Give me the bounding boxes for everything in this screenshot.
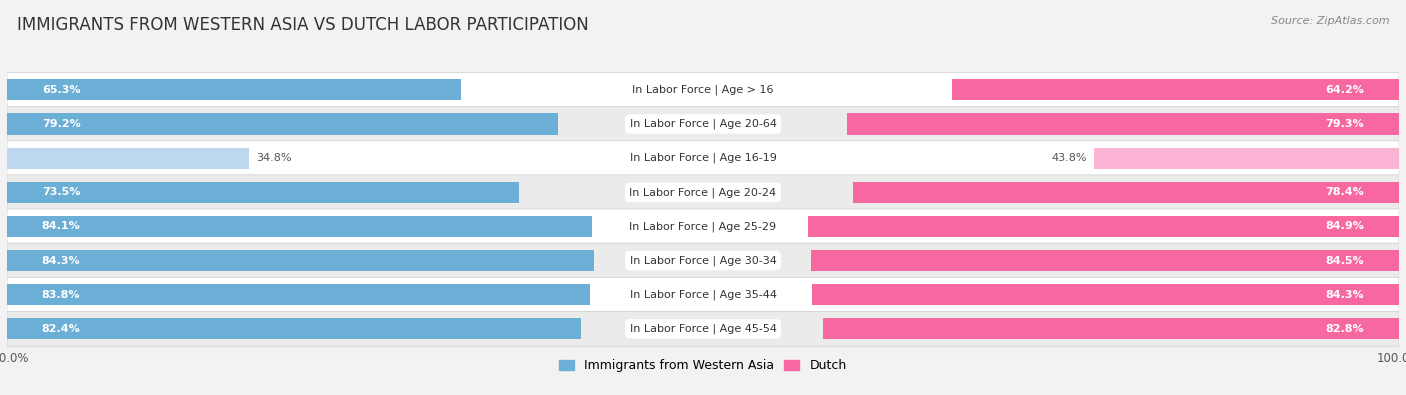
Bar (808, 216, 1399, 237)
Bar (7, 284, 591, 305)
Text: In Labor Force | Age 25-29: In Labor Force | Age 25-29 (630, 221, 776, 232)
Bar (7, 216, 592, 237)
Bar (1094, 148, 1399, 169)
Bar (813, 284, 1399, 305)
Text: 83.8%: 83.8% (42, 290, 80, 300)
Text: 79.2%: 79.2% (42, 119, 80, 129)
Text: Source: ZipAtlas.com: Source: ZipAtlas.com (1271, 16, 1389, 26)
Text: In Labor Force | Age 20-64: In Labor Force | Age 20-64 (630, 119, 776, 129)
Text: 84.1%: 84.1% (42, 222, 80, 231)
FancyBboxPatch shape (7, 141, 1399, 175)
Text: 84.5%: 84.5% (1326, 256, 1364, 265)
Bar (7, 113, 558, 135)
Bar (7, 79, 461, 100)
Text: 64.2%: 64.2% (1326, 85, 1364, 95)
Bar (952, 79, 1399, 100)
Bar (7, 318, 581, 339)
Text: 84.3%: 84.3% (42, 256, 80, 265)
Bar (853, 182, 1399, 203)
Text: 73.5%: 73.5% (42, 187, 80, 197)
FancyBboxPatch shape (7, 277, 1399, 312)
Text: In Labor Force | Age 20-24: In Labor Force | Age 20-24 (630, 187, 776, 198)
Text: 79.3%: 79.3% (1326, 119, 1364, 129)
Bar (7, 182, 519, 203)
Text: 84.3%: 84.3% (1326, 290, 1364, 300)
Text: In Labor Force | Age 16-19: In Labor Force | Age 16-19 (630, 153, 776, 164)
Text: 84.9%: 84.9% (1326, 222, 1364, 231)
Bar (7, 250, 593, 271)
Text: 82.8%: 82.8% (1326, 324, 1364, 334)
Text: 65.3%: 65.3% (42, 85, 80, 95)
Text: In Labor Force | Age 35-44: In Labor Force | Age 35-44 (630, 290, 776, 300)
Bar (7, 148, 249, 169)
FancyBboxPatch shape (7, 311, 1399, 346)
Bar (811, 250, 1399, 271)
Text: 78.4%: 78.4% (1326, 187, 1364, 197)
Text: IMMIGRANTS FROM WESTERN ASIA VS DUTCH LABOR PARTICIPATION: IMMIGRANTS FROM WESTERN ASIA VS DUTCH LA… (17, 16, 589, 34)
FancyBboxPatch shape (7, 72, 1399, 107)
Bar (823, 318, 1399, 339)
Bar (846, 113, 1399, 135)
Text: In Labor Force | Age > 16: In Labor Force | Age > 16 (633, 85, 773, 95)
Text: 34.8%: 34.8% (256, 153, 291, 163)
Text: In Labor Force | Age 45-54: In Labor Force | Age 45-54 (630, 324, 776, 334)
FancyBboxPatch shape (7, 243, 1399, 278)
Text: 82.4%: 82.4% (42, 324, 80, 334)
FancyBboxPatch shape (7, 107, 1399, 141)
FancyBboxPatch shape (7, 209, 1399, 244)
Text: 43.8%: 43.8% (1052, 153, 1087, 163)
FancyBboxPatch shape (7, 175, 1399, 210)
Text: In Labor Force | Age 30-34: In Labor Force | Age 30-34 (630, 255, 776, 266)
Legend: Immigrants from Western Asia, Dutch: Immigrants from Western Asia, Dutch (554, 354, 852, 377)
